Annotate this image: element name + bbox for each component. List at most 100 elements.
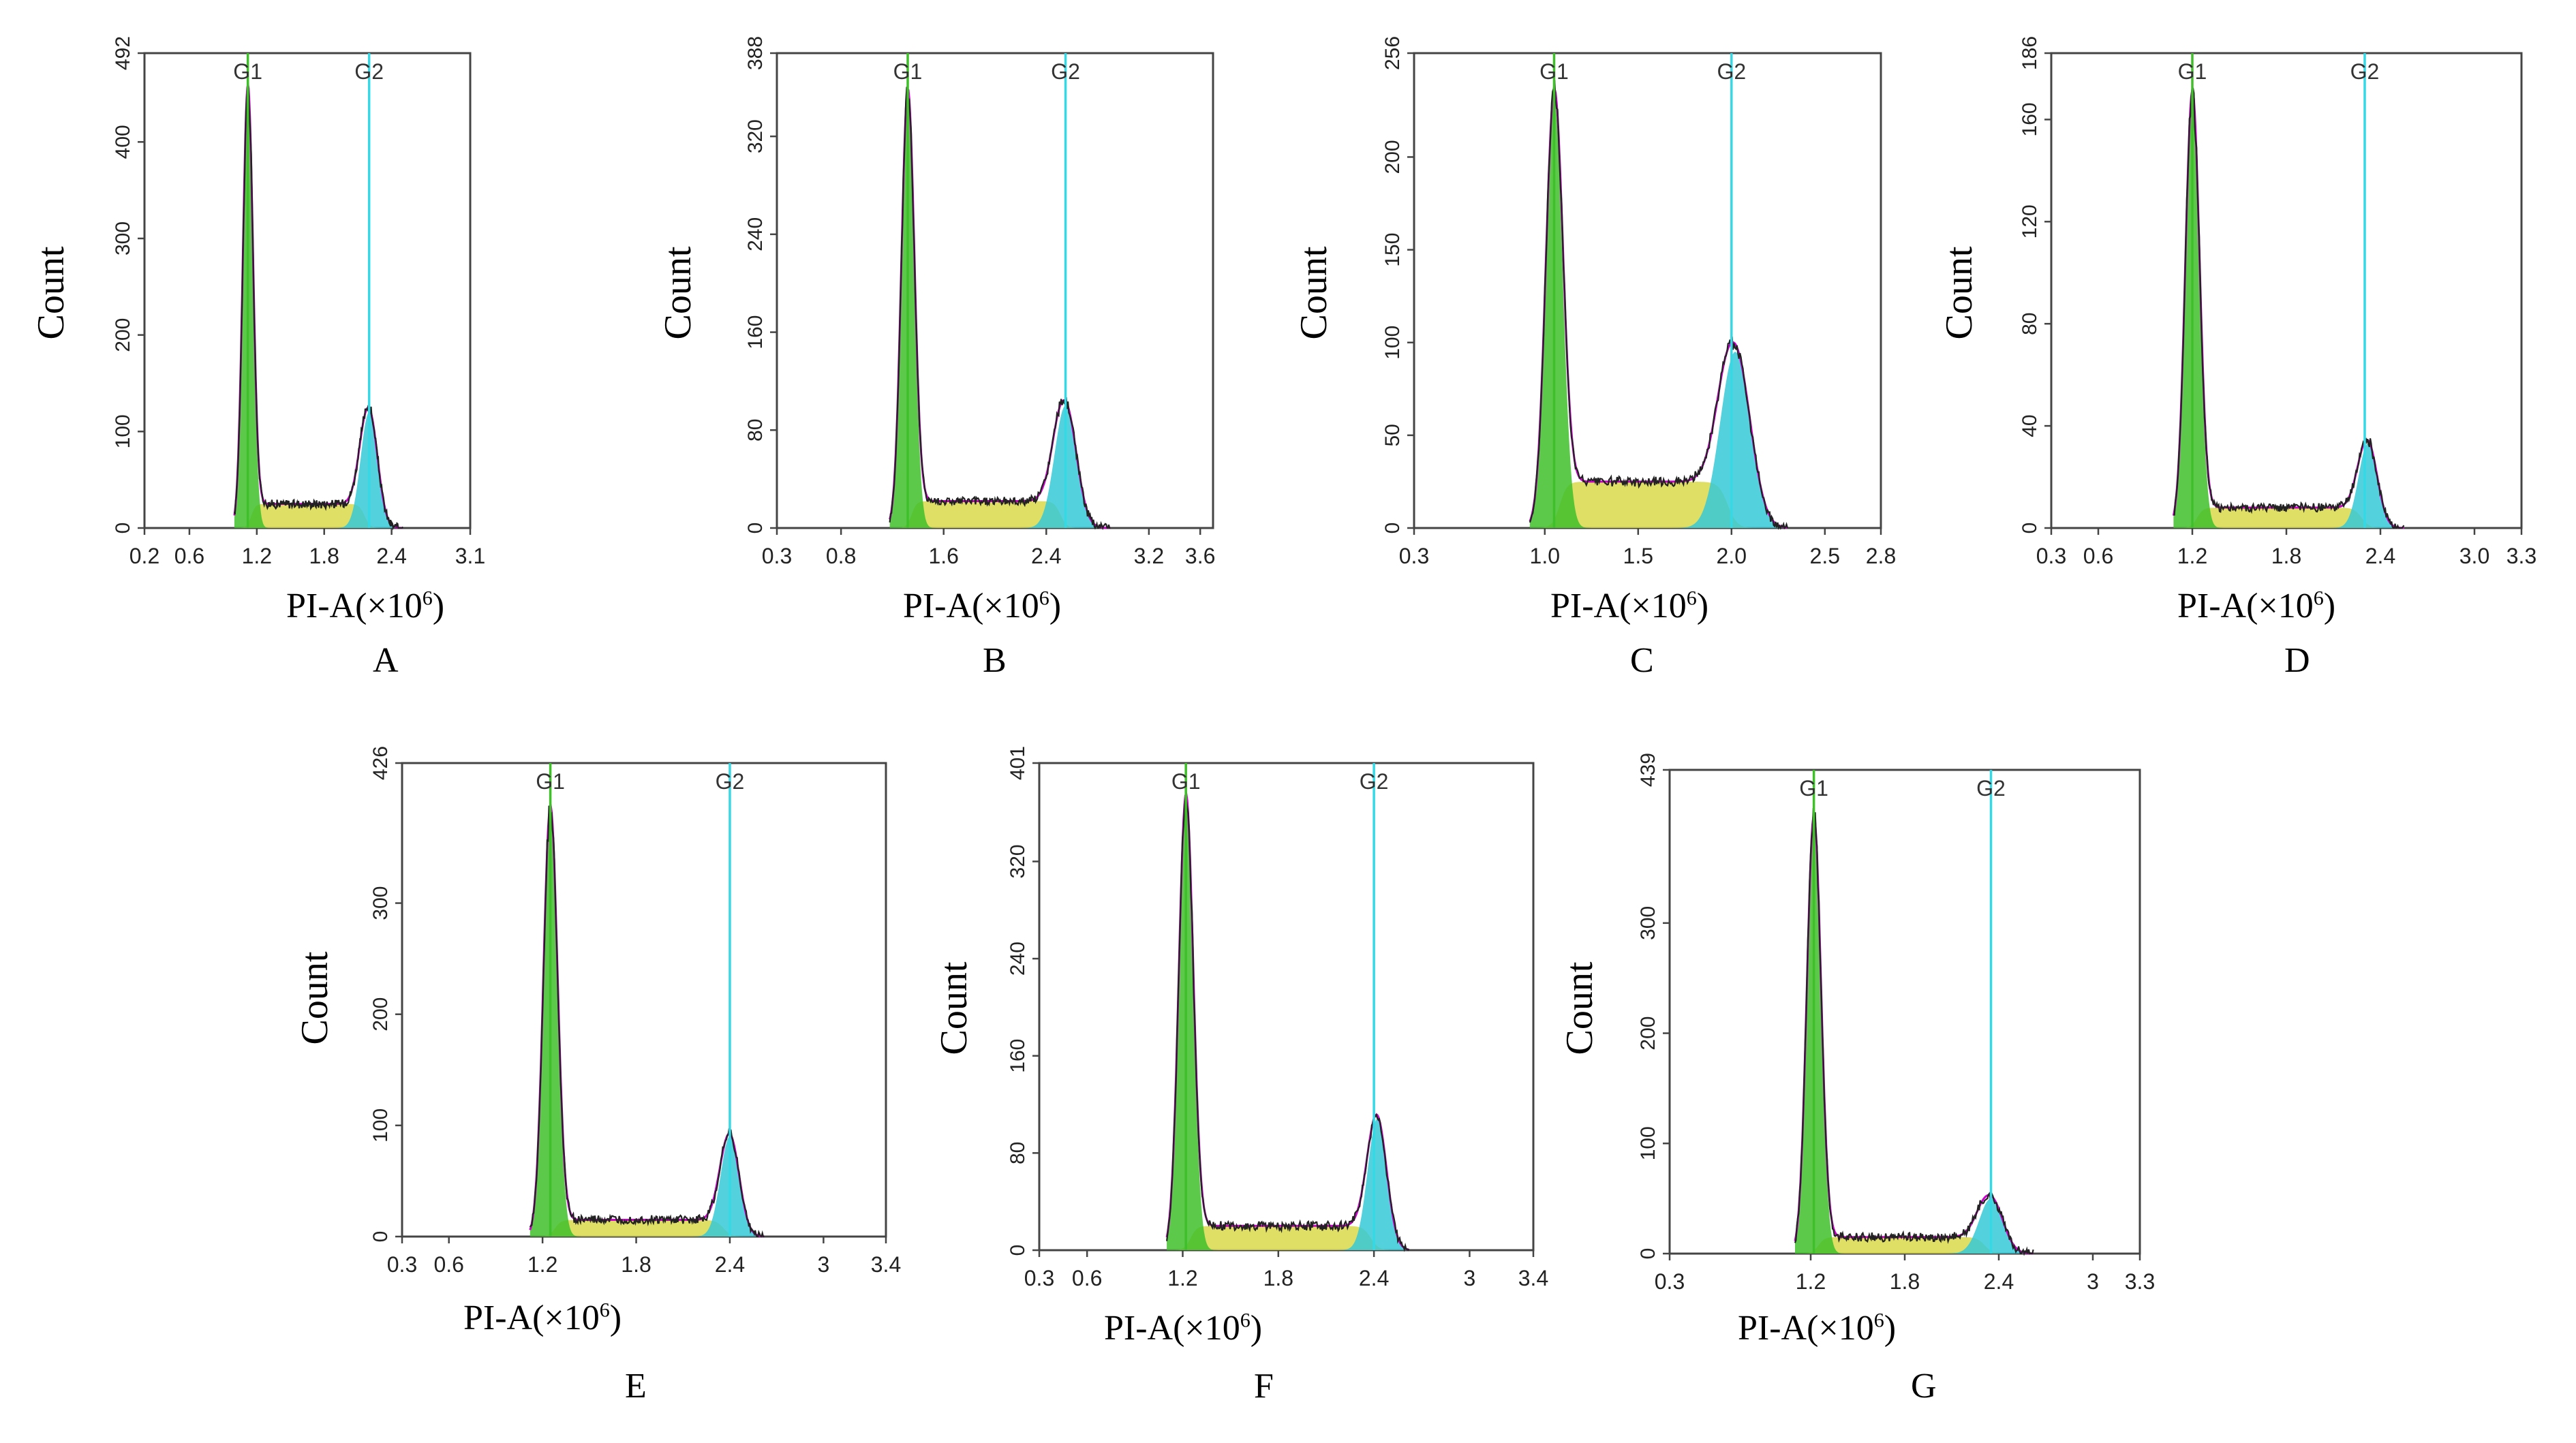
y-tick-label: 0 (2019, 523, 2041, 534)
x-tick-label: 3.3 (2125, 1269, 2155, 1294)
x-tick-label: 1.8 (1890, 1269, 1920, 1294)
y-tick-label: 492 (112, 36, 134, 70)
y-tick-label: 80 (744, 419, 767, 441)
g2-peak-area (2173, 444, 2404, 528)
s-phase-area (1167, 1226, 1409, 1250)
x-tick-label: 1.8 (309, 544, 339, 568)
marker-label-g1: G1 (233, 59, 262, 84)
x-tick-label: 1.0 (1530, 544, 1560, 568)
histogram-data-line (233, 78, 404, 531)
panel-label: B (983, 641, 1007, 680)
marker-label-g1: G1 (1171, 769, 1201, 794)
x-axis-title: PI-A(×106) (463, 1299, 622, 1337)
x-axis-title: PI-A(×106) (2177, 587, 2336, 625)
y-tick-label: 120 (2019, 204, 2041, 238)
x-tick-label: 1.8 (2271, 544, 2301, 568)
x-tick-label: 0.3 (1655, 1269, 1685, 1294)
y-tick-label: 40 (2019, 414, 2041, 437)
panel-label: E (625, 1367, 647, 1406)
x-tick-label: 2.0 (1717, 544, 1747, 568)
g2-peak-area (530, 1136, 765, 1237)
y-tick-label: 200 (112, 318, 134, 352)
marker-label-g1: G1 (536, 769, 565, 794)
x-tick-label: 3.4 (871, 1252, 901, 1277)
x-tick-label: 1.6 (928, 544, 958, 568)
x-tick-label: 0.3 (2036, 544, 2066, 568)
x-tick-label: 1.2 (242, 544, 272, 568)
panel-label: A (373, 641, 399, 680)
x-tick-label: 0.6 (1072, 1266, 1102, 1290)
x-tick-label: 3.2 (1134, 544, 1164, 568)
x-tick-label: 0.2 (129, 544, 159, 568)
y-tick-label: 80 (1007, 1142, 1029, 1164)
panel-label: G (1911, 1367, 1937, 1406)
histogram-data-line (529, 805, 765, 1238)
x-tick-label: 0.3 (387, 1252, 417, 1277)
x-tick-label: 0.3 (762, 544, 792, 568)
histogram-data-line (889, 87, 1111, 531)
x-tick-label: 3 (2087, 1269, 2099, 1294)
y-tick-label: 80 (2019, 313, 2041, 335)
x-tick-label: 3.3 (2506, 544, 2536, 568)
s-phase-area (530, 1220, 765, 1237)
x-axis-title: PI-A(×106) (1738, 1309, 1897, 1348)
x-tick-label: 3.6 (1185, 544, 1215, 568)
y-tick-label: 240 (744, 217, 767, 251)
panel-label: F (1254, 1367, 1274, 1406)
y-tick-label: 160 (1007, 1039, 1029, 1073)
g1-peak-area (1167, 799, 1409, 1250)
g1-peak-area (1529, 98, 1788, 528)
y-tick-label: 186 (2019, 36, 2041, 70)
y-tick-label: 150 (1381, 233, 1404, 267)
x-tick-label: 3 (817, 1252, 829, 1277)
x-tick-label: 1.5 (1623, 544, 1653, 568)
g2-peak-area (1529, 352, 1788, 528)
x-tick-label: 2.4 (715, 1252, 745, 1277)
histogram-data-line (1529, 80, 1789, 530)
x-tick-label: 3.4 (1518, 1266, 1548, 1290)
x-tick-label: 2.4 (1031, 544, 1061, 568)
marker-label-g2: G2 (716, 769, 745, 794)
x-tick-label: 1.2 (527, 1252, 557, 1277)
x-tick-label: 0.3 (1399, 544, 1429, 568)
y-tick-label: 300 (1637, 906, 1659, 940)
panel-label: C (1630, 641, 1654, 680)
x-tick-label: 0.3 (1024, 1266, 1054, 1290)
marker-label-g1: G1 (1799, 776, 1828, 801)
plot-frame (1038, 762, 1535, 1252)
plot-frame (1668, 769, 2141, 1255)
y-tick-label: 320 (744, 119, 767, 153)
y-tick-label: 160 (2019, 102, 2041, 136)
x-axis-title: PI-A(×106) (1104, 1309, 1263, 1348)
y-tick-label: 100 (369, 1108, 392, 1143)
x-axis-title: PI-A(×106) (1550, 587, 1709, 625)
g2-peak-area (1795, 1198, 2034, 1254)
y-tick-label: 100 (112, 414, 134, 448)
x-tick-label: 2.5 (1810, 544, 1840, 568)
x-tick-label: 1.2 (2177, 544, 2207, 568)
x-tick-label: 2.4 (1984, 1269, 2014, 1294)
plot-frame (776, 52, 1214, 529)
y-tick-label: 240 (1007, 942, 1029, 976)
y-tick-label: 401 (1007, 746, 1029, 780)
x-tick-label: 1.8 (621, 1252, 651, 1277)
x-tick-label: 1.8 (1263, 1266, 1293, 1290)
y-tick-label: 426 (369, 746, 392, 780)
g2-peak-area (234, 412, 403, 528)
g1-peak-area (2173, 94, 2404, 528)
x-tick-label: 0.6 (433, 1252, 463, 1277)
x-tick-label: 2.8 (1866, 544, 1896, 568)
plot-frame (143, 52, 472, 529)
y-tick-label: 100 (1381, 326, 1404, 360)
panel-label: D (2284, 641, 2310, 680)
y-tick-label: 0 (1637, 1248, 1659, 1260)
marker-label-g1: G1 (893, 59, 923, 84)
x-axis-title: PI-A(×106) (286, 587, 445, 625)
g2-peak-area (1167, 1119, 1409, 1250)
marker-label-g1: G1 (2178, 59, 2207, 84)
